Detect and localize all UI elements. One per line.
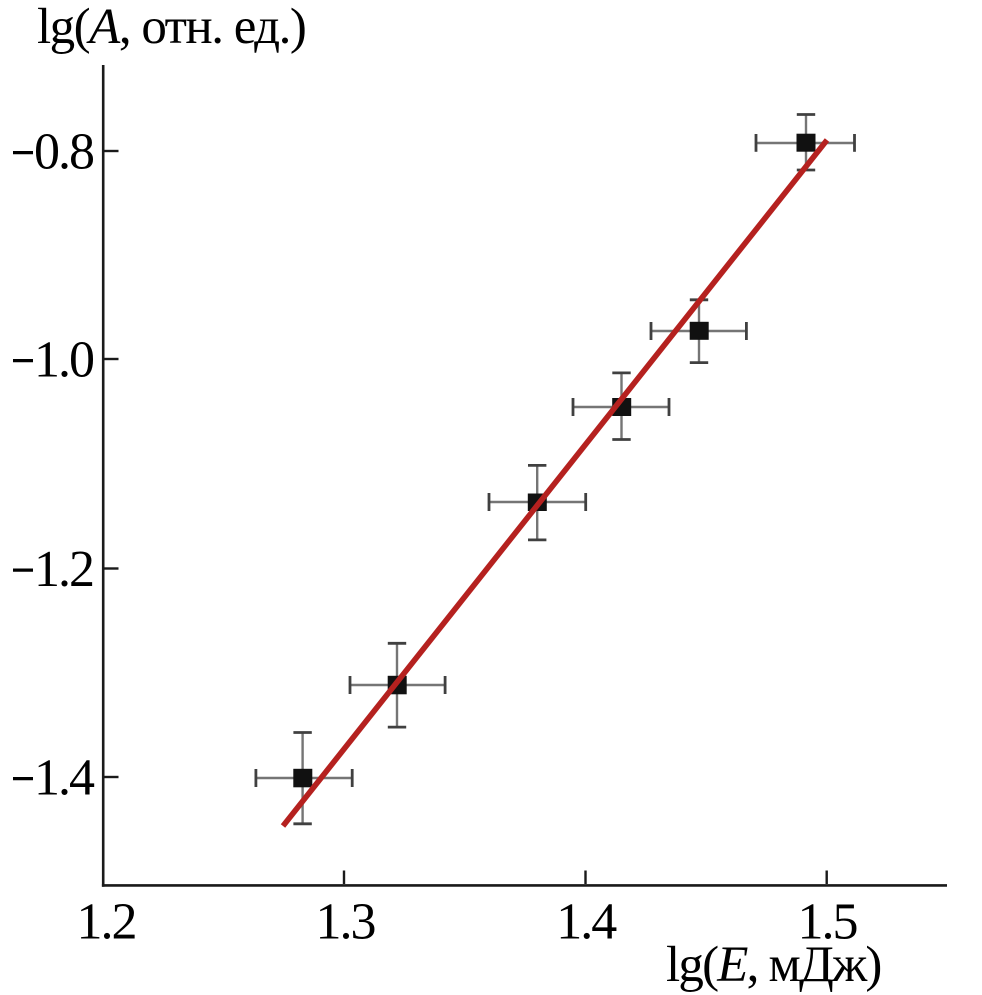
svg-text:0.8: 0.8 bbox=[34, 124, 94, 181]
svg-text:1.4: 1.4 bbox=[34, 750, 95, 807]
svg-text:lg(E, мДж): lg(E, мДж) bbox=[666, 937, 881, 993]
svg-text:1.2: 1.2 bbox=[77, 893, 136, 950]
svg-text:1.5: 1.5 bbox=[798, 893, 857, 950]
svg-text:1.2: 1.2 bbox=[34, 541, 93, 598]
svg-text:1.3: 1.3 bbox=[316, 893, 375, 950]
svg-text:1.0: 1.0 bbox=[34, 332, 94, 389]
svg-text:lg(A, отн. ед.): lg(A, отн. ед.) bbox=[37, 0, 305, 55]
svg-text:1.4: 1.4 bbox=[556, 893, 617, 950]
